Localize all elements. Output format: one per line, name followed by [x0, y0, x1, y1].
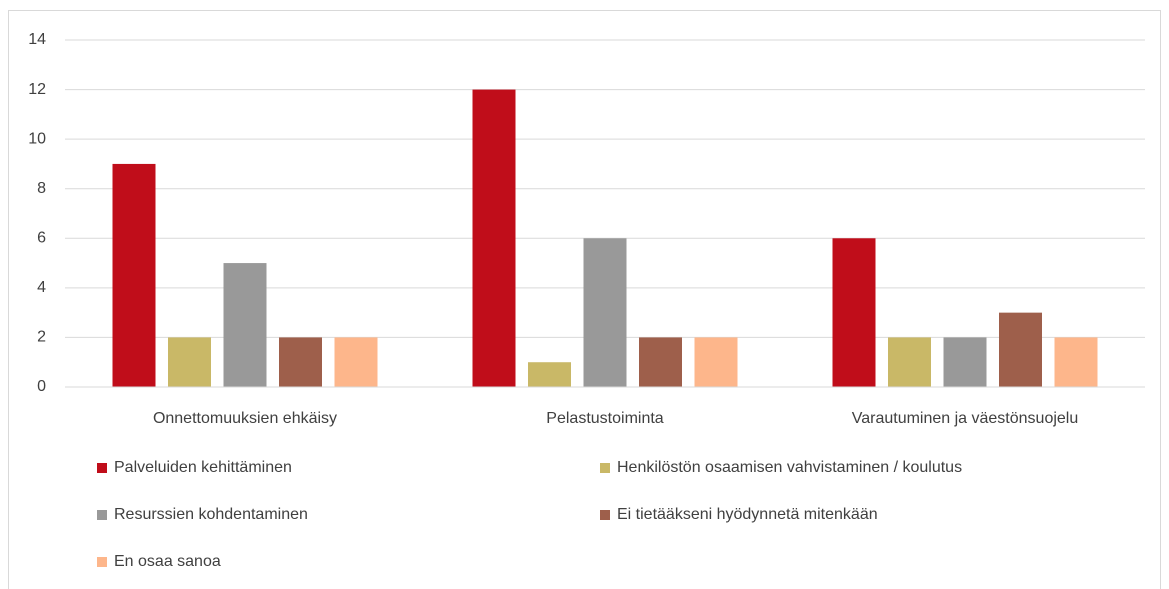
legend-label: Palveluiden kehittäminen [114, 459, 292, 476]
bar [639, 337, 682, 387]
y-tick-label: 2 [37, 329, 46, 346]
bar [694, 337, 738, 387]
bar [472, 89, 516, 388]
legend-swatch [97, 557, 107, 567]
legend-label: Resurssien kohdentaminen [114, 506, 308, 523]
legend-label: En osaa sanoa [114, 553, 221, 570]
y-tick-label: 0 [37, 378, 46, 395]
bar [1054, 337, 1098, 387]
y-tick-label: 4 [37, 279, 46, 296]
legend-label: Ei tietääkseni hyödynnetä mitenkään [617, 506, 878, 523]
x-tick-label: Varautuminen ja väestönsuojelu [852, 410, 1079, 427]
x-tick-label: Pelastustoiminta [546, 410, 663, 427]
bar [223, 263, 267, 387]
y-tick-label: 6 [37, 230, 46, 247]
bar [583, 238, 627, 387]
legend-swatch [97, 510, 107, 520]
bar [888, 337, 931, 387]
bar [334, 337, 378, 387]
bar [943, 337, 987, 387]
bar [832, 238, 876, 387]
y-tick-label: 14 [28, 31, 46, 48]
y-tick-label: 12 [28, 81, 46, 98]
bar [999, 312, 1042, 387]
y-tick-label: 8 [37, 180, 46, 197]
x-tick-label: Onnettomuuksien ehkäisy [153, 410, 337, 427]
bar [279, 337, 322, 387]
bar [168, 337, 211, 387]
legend-label: Henkilöstön osaamisen vahvistaminen / ko… [617, 459, 962, 476]
legend-swatch [97, 463, 107, 473]
bar [112, 163, 156, 387]
legend-swatch [600, 510, 610, 520]
legend-swatch [600, 463, 610, 473]
y-tick-label: 10 [28, 130, 46, 147]
chart-frame [8, 10, 1161, 589]
bar [528, 362, 571, 387]
